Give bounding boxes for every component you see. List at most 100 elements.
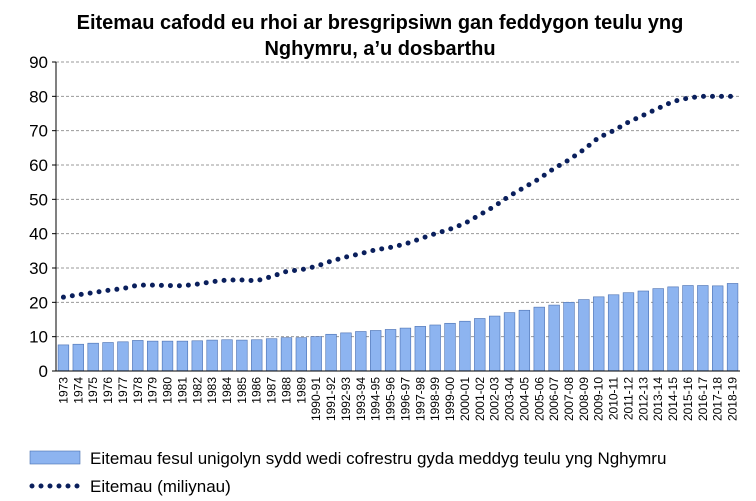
bar [474,318,486,372]
bar [87,342,99,372]
bar [518,309,531,372]
x-tick-label: 2007-08 [562,377,576,421]
x-tick-label: 1974 [71,377,85,404]
bar [251,339,263,372]
x-tick-label: 1999-00 [443,377,457,421]
bar [444,322,456,372]
x-tick-label: 2016-17 [696,377,710,421]
bar [325,333,337,372]
x-tick-label: 1993-94 [354,377,368,421]
bar [236,339,248,372]
x-tick-label: 1998-99 [428,377,442,421]
bar [429,324,441,372]
x-tick-label: 1975 [86,377,100,404]
bar [399,327,412,372]
x-tick-label: 1983 [205,377,219,404]
bar [697,285,709,372]
x-tick-label: 1976 [101,377,115,404]
bar [191,340,203,372]
legend-label: Eitemau fesul unigolyn sydd wedi cofrest… [90,449,666,468]
bar [355,331,367,372]
x-tick-label: 2018-19 [726,377,740,421]
x-tick-label: 2000-01 [458,377,472,421]
x-tick-label: 2010-11 [607,377,621,420]
bar [414,326,426,372]
bar [712,285,724,372]
x-tick-label: 2014-15 [666,377,680,421]
y-tick-label: 10 [29,328,48,347]
x-tick-label: 2012-13 [636,377,650,421]
bar [340,332,352,372]
x-tick-label: 2004-05 [517,377,531,421]
x-tick-label: 1987 [265,377,279,404]
bar [726,283,739,372]
x-tick-label: 2017-18 [711,377,725,421]
y-tick-label: 60 [29,156,48,175]
bar [57,344,70,372]
bar [176,340,189,372]
x-tick-label: 2006-07 [547,377,561,421]
x-tick-label: 1995-96 [384,377,398,421]
bar [265,338,278,372]
x-tick-label: 1984 [220,377,234,404]
bar [652,288,664,372]
bar [488,315,501,372]
x-tick-label: 1977 [116,377,130,404]
legend-swatch [29,450,81,465]
x-tick-label: 2002-03 [488,377,502,421]
x-tick-label: 1981 [175,377,189,404]
bar [370,330,382,372]
x-tick-label: 1994-95 [369,377,383,421]
bar [132,340,144,372]
x-tick-label: 1996-97 [398,377,412,421]
bar [503,312,516,372]
bar [161,340,174,372]
bar [384,329,397,372]
bar [563,302,575,372]
bar [102,342,114,372]
chart-title: Eitemau cafodd eu rhoi ar bresgripsiwn g… [76,12,684,60]
x-tick-label: 1973 [56,377,70,404]
x-tick-label: 1989 [294,377,308,404]
line-series [60,93,736,300]
y-tick-label: 80 [29,87,48,106]
bar [72,343,84,372]
bar [667,286,679,372]
bar [593,296,605,372]
x-tick-label: 1990-91 [309,377,323,421]
bar [459,320,471,372]
bar [578,299,590,372]
x-tick-label: 2011-12 [621,377,635,420]
y-tick-label: 0 [39,362,48,381]
bar [622,292,635,372]
x-tick-label: 1978 [131,377,145,404]
x-tick-label: 2003-04 [503,377,517,421]
bar [310,336,322,372]
x-tick-label: 1985 [235,377,249,404]
bar [295,337,308,372]
x-tick-label: 1997-98 [413,377,427,421]
x-tick-label: 2013-14 [651,377,665,421]
y-tick-label: 70 [29,122,48,141]
x-tick-label: 1991-92 [324,377,338,421]
x-tick-label: 1988 [279,377,293,404]
x-tick-label: 2008-09 [577,377,591,421]
x-tick-label: 2009-10 [592,377,606,421]
x-tick-label: 2015-16 [681,377,695,421]
x-tick-label: 1979 [146,377,160,404]
bar [548,304,560,372]
bar [117,341,129,372]
y-tick-label: 20 [29,293,48,312]
bar [280,337,293,372]
bar [607,294,620,372]
x-tick-label: 2001-02 [473,377,487,421]
x-tick-label: 1980 [161,377,175,404]
bar [682,285,694,372]
bar [221,339,233,372]
bar [533,306,545,372]
bar [637,290,650,372]
y-tick-label: 40 [29,225,48,244]
bar [146,340,159,372]
